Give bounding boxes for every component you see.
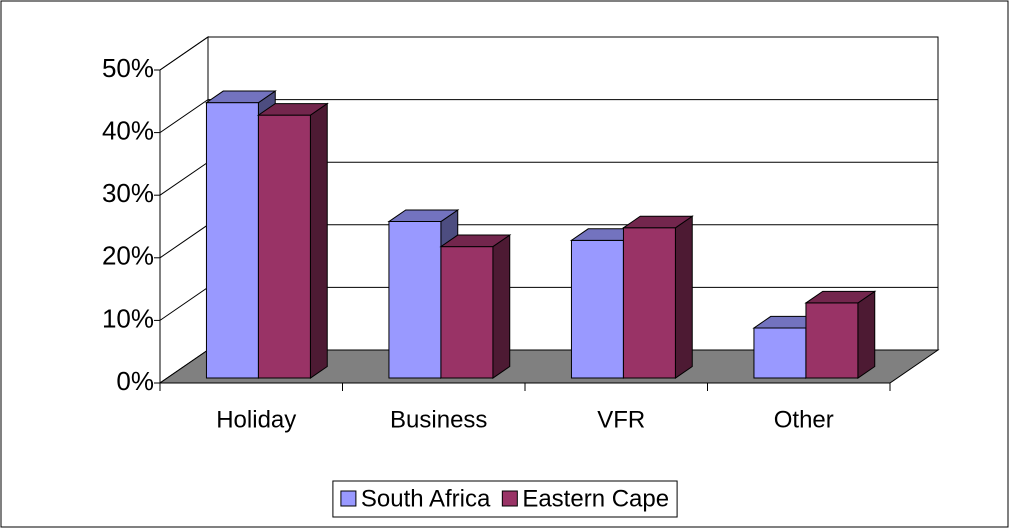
y-tick-label: 40% xyxy=(102,115,154,145)
bar-top xyxy=(621,215,694,229)
x-tick-label: Holiday xyxy=(216,406,296,433)
x-tick-label: Business xyxy=(390,406,487,433)
bar-front xyxy=(622,227,676,379)
bar-top xyxy=(439,234,512,248)
bar-side xyxy=(492,234,511,380)
y-tick-label: 30% xyxy=(102,178,154,208)
bar-front xyxy=(257,114,311,379)
legend-label: South Africa xyxy=(361,485,491,512)
y-tick-label: 0% xyxy=(116,366,154,396)
legend: South Africa Eastern Cape xyxy=(332,480,678,518)
bar xyxy=(256,102,329,380)
bar xyxy=(439,234,512,380)
bar-front xyxy=(753,327,807,379)
y-tick-label: 20% xyxy=(102,241,154,271)
x-tick-label: VFR xyxy=(597,406,645,433)
bar-side xyxy=(674,215,693,380)
y-tick-label: 50% xyxy=(102,53,154,83)
bar-front xyxy=(440,246,494,379)
bar-side xyxy=(857,290,876,380)
bar-top xyxy=(204,90,277,104)
legend-label: Eastern Cape xyxy=(522,485,669,512)
left-wall xyxy=(159,36,209,384)
bar xyxy=(804,290,877,380)
y-tick-label: 10% xyxy=(102,303,154,333)
bar-front xyxy=(570,239,624,379)
bar-top xyxy=(804,290,877,304)
bar-top xyxy=(256,103,329,116)
bar xyxy=(621,215,694,380)
bar-front xyxy=(805,302,859,379)
legend-swatch xyxy=(501,490,518,507)
bar-front xyxy=(388,221,442,379)
bar-side xyxy=(309,102,328,380)
x-tick-label: Other xyxy=(774,406,834,433)
bar-front xyxy=(205,102,259,379)
grid-line xyxy=(159,99,938,134)
grid-line xyxy=(159,36,938,71)
bar-top xyxy=(387,209,460,223)
legend-swatch xyxy=(340,490,357,507)
